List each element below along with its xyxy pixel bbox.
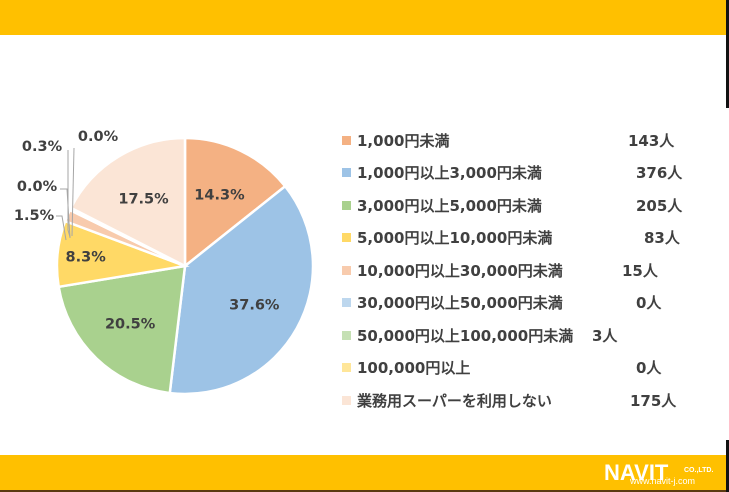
right-border-bottom <box>726 440 729 492</box>
pie-slice-8 <box>69 136 187 269</box>
legend-item: 30,000円以上50,000円未満 0人 <box>342 287 712 320</box>
data-label-1: 37.6% <box>229 298 280 314</box>
legend-swatch <box>342 200 351 210</box>
legend-swatch <box>342 135 351 145</box>
legend-count: 205人 <box>636 196 683 215</box>
legend-item: 10,000円以上30,000円未満 15人 <box>342 254 712 287</box>
leader-line-1-5 <box>56 215 67 241</box>
legend-swatch <box>342 265 351 275</box>
data-label-2: 20.5% <box>105 316 156 332</box>
legend-swatch <box>342 233 351 243</box>
logo-url: www.navit-j.com <box>630 476 696 486</box>
legend-item: 5,000円以上10,000円未満 83人 <box>342 222 712 255</box>
legend-label: 3,000円以上5,000円未満 <box>357 196 542 215</box>
data-label-7: 0.0% <box>78 129 119 145</box>
legend-swatch <box>342 395 351 405</box>
legend-item: 50,000円以上100,000円未満 3人 <box>342 319 712 352</box>
pie-slice-1 <box>168 184 315 396</box>
legend-label: 1,000円以上3,000円未満 <box>357 164 542 183</box>
legend-count: 15人 <box>622 261 658 280</box>
data-label-4: 1.5% <box>14 208 55 224</box>
legend-count: 0人 <box>636 359 662 378</box>
legend-item: 業務用スーパーを利用しない 175人 <box>342 384 712 417</box>
logo-suffix: CO.,LTD. <box>684 467 714 474</box>
legend-label: 10,000円以上30,000円未満 <box>357 261 563 280</box>
legend-count: 376人 <box>636 164 683 183</box>
top-banner-bar <box>0 0 729 35</box>
bottom-banner-bar <box>0 455 729 492</box>
legend-count: 83人 <box>644 229 680 248</box>
legend-swatch <box>342 298 351 308</box>
legend-label: 30,000円以上50,000円未満 <box>357 294 563 313</box>
legend-label: 1,000円未満 <box>357 131 450 150</box>
data-label-3: 8.3% <box>66 249 107 265</box>
navit-logo: NAVIT CO.,LTD. www.navit-j.com <box>604 460 724 488</box>
leader-line-0-0a <box>71 147 75 237</box>
legend-swatch <box>342 168 351 178</box>
legend-item: 1,000円以上3,000円未満 376人 <box>342 157 712 190</box>
legend-label: 業務用スーパーを利用しない <box>357 391 552 410</box>
data-label-5: 0.0% <box>17 179 58 195</box>
legend-count: 0人 <box>636 294 662 313</box>
legend-item: 1,000円未満 143人 <box>342 124 712 157</box>
logo-brand: NAVIT <box>604 460 669 485</box>
legend-count: 143人 <box>628 131 675 150</box>
chart-legend: 1,000円未満 143人 1,000円以上3,000円未満 376人 3,000円以上… <box>342 124 712 417</box>
pie-slice-2 <box>57 264 187 395</box>
legend-label: 50,000円以上100,000円未満 <box>357 326 574 345</box>
legend-label: 100,000円以上 <box>357 359 471 378</box>
pie-slice-0 <box>183 136 287 269</box>
data-label-6: 0.3% <box>22 139 63 155</box>
legend-count: 175人 <box>630 391 677 410</box>
legend-item: 100,000円以上 0人 <box>342 352 712 385</box>
legend-count: 3人 <box>592 326 618 345</box>
leader-line-0-0b <box>60 188 71 239</box>
data-label-0: 14.3% <box>194 188 245 204</box>
data-label-8: 17.5% <box>118 191 169 207</box>
right-border <box>726 0 729 108</box>
legend-swatch <box>342 330 351 340</box>
legend-item: 3,000円以上5,000円未満 205人 <box>342 189 712 222</box>
legend-label: 5,000円以上10,000円未満 <box>357 229 553 248</box>
legend-swatch <box>342 363 351 373</box>
